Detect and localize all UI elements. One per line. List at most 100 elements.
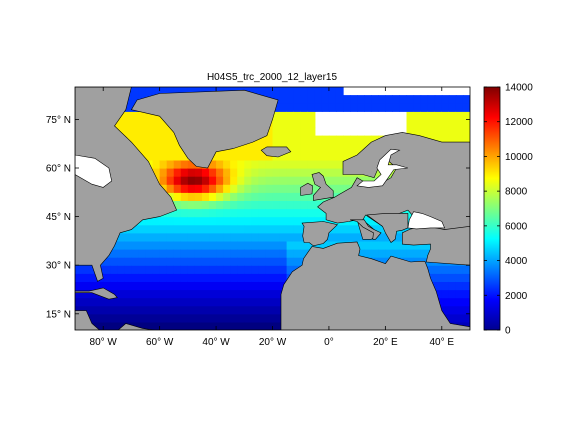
data-cell xyxy=(187,305,196,315)
data-cell xyxy=(258,313,267,323)
data-cell xyxy=(166,143,175,153)
data-cell xyxy=(237,184,245,193)
data-cell xyxy=(124,111,133,120)
data-cell xyxy=(258,297,267,307)
data-cell xyxy=(279,208,288,218)
data-cell xyxy=(110,265,118,274)
data-cell xyxy=(152,143,161,153)
data-cell xyxy=(258,240,267,250)
data-cell xyxy=(173,208,182,218)
data-cell xyxy=(223,151,231,161)
data-cell xyxy=(194,313,203,323)
data-cell xyxy=(321,240,330,250)
data-cell xyxy=(173,143,182,153)
data-cell xyxy=(187,232,196,242)
data-cell xyxy=(258,200,267,210)
data-cell xyxy=(201,281,210,291)
data-cell xyxy=(82,273,90,282)
data-cell xyxy=(427,95,436,104)
data-cell xyxy=(251,257,259,266)
data-cell xyxy=(230,192,238,201)
data-cell xyxy=(314,208,323,218)
data-cell xyxy=(462,313,470,323)
data-cell xyxy=(159,305,168,315)
data-cell xyxy=(286,127,295,137)
data-cell xyxy=(173,249,182,258)
data-cell xyxy=(378,257,386,266)
data-cell xyxy=(272,87,281,96)
data-cell xyxy=(82,281,90,291)
data-cell xyxy=(152,265,161,274)
data-cell xyxy=(152,273,161,282)
data-cell xyxy=(343,151,351,161)
data-cell xyxy=(201,224,210,234)
data-cell xyxy=(328,151,337,161)
data-cell xyxy=(420,95,429,104)
data-cell xyxy=(145,87,154,96)
data-cell xyxy=(279,273,288,282)
data-cell xyxy=(131,273,140,282)
data-cell xyxy=(385,95,394,104)
data-cell xyxy=(251,321,259,330)
data-cell xyxy=(244,192,252,201)
colorbar-tick-label: 8000 xyxy=(505,187,528,198)
data-cell xyxy=(413,249,422,258)
data-cell xyxy=(194,216,203,226)
colorbar-tick-label: 14000 xyxy=(505,83,533,94)
data-cell xyxy=(75,265,83,274)
data-cell xyxy=(152,135,161,145)
data-cell xyxy=(75,273,83,282)
data-cell xyxy=(272,289,281,299)
data-cell xyxy=(244,305,252,315)
data-cell xyxy=(103,321,111,330)
data-cell xyxy=(462,281,470,291)
data-cell xyxy=(265,257,274,266)
data-cell xyxy=(152,313,161,323)
data-cell xyxy=(138,305,147,315)
data-cell xyxy=(131,127,140,137)
data-cell xyxy=(145,224,154,234)
data-cell xyxy=(194,265,203,274)
data-cell xyxy=(131,111,140,120)
data-cell xyxy=(272,119,281,129)
data-cell xyxy=(187,281,196,291)
data-cell xyxy=(448,265,457,274)
data-cell xyxy=(117,289,125,299)
data-cell xyxy=(272,273,281,282)
data-cell xyxy=(223,184,231,193)
data-cell xyxy=(194,257,203,266)
data-cell xyxy=(187,224,196,234)
data-cell xyxy=(321,176,330,185)
data-cell xyxy=(145,151,154,161)
data-cell xyxy=(173,265,182,274)
data-cell xyxy=(286,103,295,112)
data-cell xyxy=(399,249,408,258)
y-tick-label: 15° N xyxy=(46,309,71,320)
data-cell xyxy=(110,249,118,258)
data-cell xyxy=(272,127,281,137)
data-cell xyxy=(131,87,140,96)
data-cell xyxy=(173,168,182,177)
data-cell xyxy=(117,240,125,250)
data-cell xyxy=(187,184,196,193)
data-cell xyxy=(223,321,231,330)
data-cell xyxy=(159,151,168,161)
data-cell xyxy=(244,289,252,299)
data-cell xyxy=(201,321,210,330)
data-cell xyxy=(223,257,231,266)
data-cell xyxy=(244,151,252,161)
x-tick-label: 80° W xyxy=(90,337,118,348)
data-cell xyxy=(209,224,217,234)
data-cell xyxy=(441,111,450,120)
data-cell xyxy=(201,87,210,96)
data-cell xyxy=(265,184,274,193)
data-cell xyxy=(237,143,245,153)
data-cell xyxy=(152,240,161,250)
data-cell xyxy=(272,257,281,266)
data-cell xyxy=(265,208,274,218)
data-cell xyxy=(321,95,330,104)
data-cell xyxy=(244,224,252,234)
data-cell xyxy=(343,232,351,242)
map-title: H04S5_trc_2000_12_layer15 xyxy=(207,72,338,83)
baltic-sea xyxy=(356,148,408,188)
